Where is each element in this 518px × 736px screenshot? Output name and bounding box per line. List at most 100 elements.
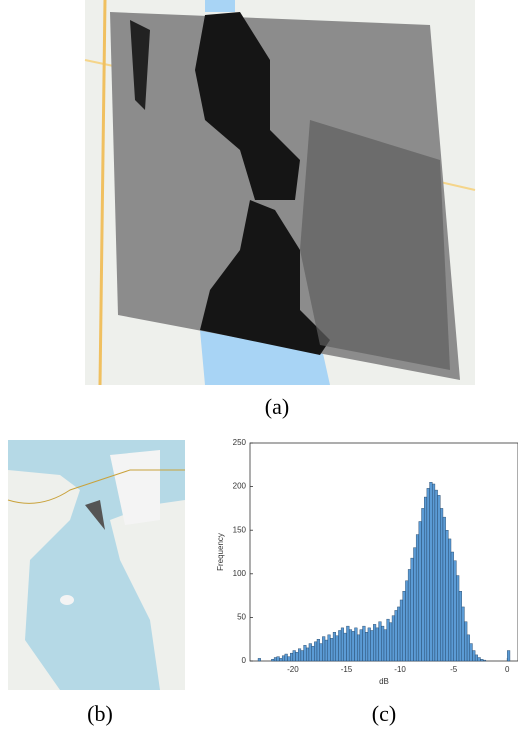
bar bbox=[336, 636, 339, 661]
bar bbox=[472, 651, 475, 661]
bar bbox=[411, 558, 414, 661]
x-tick-label: -5 bbox=[450, 665, 458, 674]
bar bbox=[413, 548, 416, 661]
bar bbox=[271, 659, 274, 661]
bar bbox=[360, 630, 363, 661]
bar bbox=[317, 639, 320, 661]
bar bbox=[400, 600, 403, 661]
bar bbox=[462, 607, 465, 661]
bar bbox=[432, 484, 435, 661]
bar bbox=[296, 652, 299, 661]
bar bbox=[389, 623, 392, 661]
caption: (b) bbox=[87, 701, 113, 726]
bar bbox=[304, 645, 307, 661]
caption: (c) bbox=[372, 701, 396, 726]
bar bbox=[464, 622, 467, 661]
bar bbox=[349, 630, 352, 661]
bar bbox=[333, 632, 336, 661]
bar bbox=[435, 490, 438, 661]
bar bbox=[459, 591, 462, 661]
bar bbox=[314, 642, 317, 661]
bar bbox=[403, 591, 406, 661]
bar bbox=[274, 658, 277, 661]
water bbox=[205, 0, 235, 12]
bar bbox=[373, 624, 376, 661]
x-tick-label: -15 bbox=[341, 665, 353, 674]
bar bbox=[258, 658, 261, 661]
bar bbox=[352, 631, 355, 661]
bar bbox=[379, 622, 382, 661]
bar bbox=[443, 517, 446, 661]
bar bbox=[454, 561, 457, 661]
bar bbox=[408, 569, 411, 661]
bar bbox=[470, 644, 473, 661]
bar bbox=[309, 644, 312, 661]
bar bbox=[368, 628, 371, 661]
bar bbox=[456, 576, 459, 661]
bar bbox=[338, 630, 341, 661]
y-tick-label: 50 bbox=[237, 613, 246, 622]
bar bbox=[438, 495, 441, 661]
bar bbox=[422, 508, 425, 661]
island bbox=[60, 595, 74, 605]
bar bbox=[288, 657, 291, 661]
bar bbox=[416, 535, 419, 661]
bar bbox=[392, 616, 395, 661]
bar bbox=[285, 654, 288, 661]
bar bbox=[328, 635, 331, 661]
bar bbox=[330, 638, 333, 661]
bar bbox=[405, 581, 408, 661]
map-panel bbox=[8, 440, 185, 690]
bar bbox=[381, 626, 384, 661]
bar bbox=[344, 633, 347, 661]
bar bbox=[475, 655, 478, 661]
y-tick-label: 0 bbox=[242, 656, 247, 665]
bar bbox=[387, 619, 390, 661]
y-tick-label: 100 bbox=[233, 569, 247, 578]
bar bbox=[341, 628, 344, 661]
bar bbox=[376, 628, 379, 661]
bar bbox=[282, 656, 285, 661]
caption: (a) bbox=[265, 394, 289, 419]
bar bbox=[298, 649, 301, 661]
bar bbox=[507, 651, 510, 661]
y-axis-label: Frequency bbox=[216, 533, 225, 571]
bar bbox=[395, 610, 398, 661]
bar bbox=[430, 482, 433, 661]
bar bbox=[279, 658, 282, 661]
bar bbox=[419, 521, 422, 661]
x-axis-label: dB bbox=[379, 677, 389, 686]
bar bbox=[346, 626, 349, 661]
bar bbox=[355, 628, 358, 661]
satellite-panel bbox=[85, 0, 475, 385]
bar bbox=[365, 632, 368, 661]
bar bbox=[397, 607, 400, 661]
bar bbox=[478, 658, 481, 661]
bar bbox=[384, 630, 387, 661]
bar bbox=[357, 635, 360, 661]
bar bbox=[451, 552, 454, 661]
y-tick-label: 250 bbox=[233, 438, 247, 447]
histogram: 0 50 100 150 200 250 -20 -15 -10 -5 0 bbox=[233, 438, 518, 674]
bar bbox=[306, 648, 309, 661]
y-tick-label: 200 bbox=[233, 482, 247, 491]
bar bbox=[424, 497, 427, 661]
bar bbox=[480, 659, 483, 661]
bar bbox=[320, 644, 323, 661]
page: (a) (b) 0 50 100 150 200 250 -20 -15 -10 -5 0 Freq… bbox=[0, 0, 518, 736]
bar bbox=[483, 660, 486, 661]
bar bbox=[312, 646, 315, 661]
x-tick-label: -20 bbox=[287, 665, 299, 674]
x-tick-label: 0 bbox=[505, 665, 510, 674]
bar bbox=[322, 637, 325, 661]
y-tick-label: 150 bbox=[233, 525, 247, 534]
bar bbox=[371, 630, 374, 661]
bar bbox=[446, 530, 449, 661]
bar bbox=[325, 640, 328, 661]
bar bbox=[448, 539, 451, 661]
bar bbox=[427, 488, 430, 661]
field-area bbox=[300, 120, 450, 370]
x-tick-label: -10 bbox=[394, 665, 406, 674]
bar bbox=[277, 657, 280, 661]
figure: (a) (b) 0 50 100 150 200 250 -20 -15 -10 -5 0 Freq… bbox=[0, 0, 518, 731]
